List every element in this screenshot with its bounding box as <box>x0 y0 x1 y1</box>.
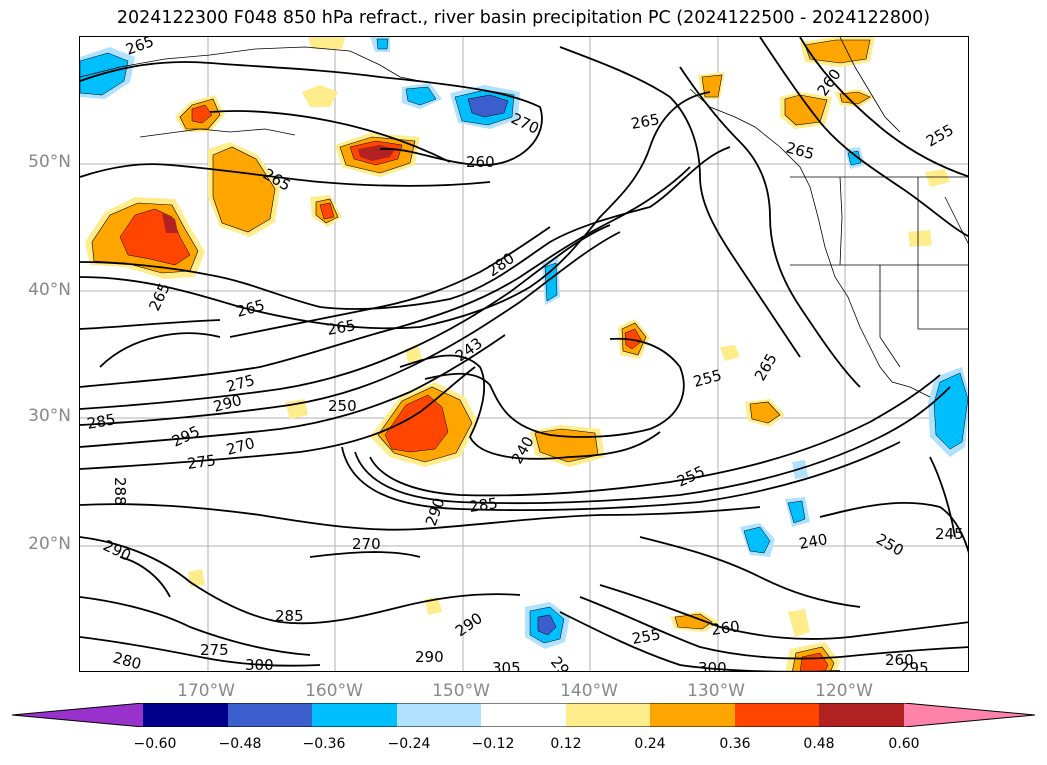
contour-label: 275 <box>186 451 217 473</box>
contour-label: 280 <box>484 249 518 280</box>
map-canvas: 265 265 260 270 265 260 255 265 265 280 … <box>80 37 968 672</box>
contour-label: 290 <box>452 609 486 640</box>
colorbar-tick: −0.36 <box>302 736 346 752</box>
colorbar <box>12 703 1035 727</box>
colorbar-tick: 0.60 <box>888 736 920 752</box>
contour-label: 280 <box>111 648 143 672</box>
contour-label: 285 <box>86 410 117 433</box>
colorbar-segment <box>650 703 735 727</box>
colorbar-tick: 0.36 <box>719 736 751 752</box>
contour-label: 270 <box>352 535 381 553</box>
contour-label: 305 <box>492 659 521 672</box>
contour-label: 243 <box>452 334 486 365</box>
contour-label: 288 <box>111 477 129 506</box>
lon-label-140w: 140°W <box>560 681 618 701</box>
contour-label: 260 <box>885 651 914 669</box>
lat-label-30n: 30°N <box>28 406 71 426</box>
colorbar-segment <box>397 703 481 727</box>
contour-label: 285 <box>468 494 499 516</box>
contour-label: 255 <box>923 121 957 151</box>
contour-label: 300 <box>698 659 727 672</box>
colorbar-tick: 0.12 <box>550 736 582 752</box>
lon-label-120w: 120°W <box>815 681 873 701</box>
refractivity-contours <box>80 37 968 671</box>
contour-label: 265 <box>751 350 781 384</box>
precip-positive-heavy <box>119 104 829 671</box>
contour-label: 295 <box>900 659 929 672</box>
colorbar-tick: −0.12 <box>471 736 515 752</box>
lat-label-40n: 40°N <box>28 280 71 300</box>
contour-label: 285 <box>275 607 304 625</box>
lon-label-130w: 130°W <box>687 681 745 701</box>
colorbar-tick: −0.60 <box>133 736 177 752</box>
contour-label: 240 <box>798 530 829 553</box>
coastlines <box>80 37 968 398</box>
colorbar-tick: 0.24 <box>634 736 666 752</box>
colorbar-extend-low <box>12 703 143 727</box>
contour-label: 260 <box>710 617 741 639</box>
contour-label: 290 <box>415 648 444 666</box>
contour-label: 275 <box>200 641 229 659</box>
lon-label-160w: 160°W <box>305 681 363 701</box>
contour-label: 270 <box>508 109 542 137</box>
lon-label-150w: 150°W <box>432 681 490 701</box>
precip-positive-halo <box>85 37 950 671</box>
contour-label: 255 <box>631 625 662 648</box>
map-panel: 265 265 260 270 265 260 255 265 265 280 … <box>79 36 969 672</box>
contour-label: 295 <box>547 653 579 672</box>
lat-label-20n: 20°N <box>28 534 71 554</box>
lat-label-50n: 50°N <box>28 152 71 172</box>
colorbar-tick: −0.24 <box>387 736 431 752</box>
map-title: 2024122300 F048 850 hPa refract., river … <box>116 8 931 28</box>
contour-label: 245 <box>935 525 964 543</box>
contour-label: 265 <box>326 316 357 339</box>
contour-label: 270 <box>224 434 256 459</box>
colorbar-tick: 0.48 <box>803 736 835 752</box>
precip-negative-heavy <box>467 94 557 636</box>
colorbar-segment <box>143 703 228 727</box>
colorbar-segment <box>819 703 904 727</box>
contour-label: 300 <box>245 656 274 672</box>
colorbar-segment <box>566 703 650 727</box>
colorbar-tick: −0.48 <box>218 736 262 752</box>
contour-label: 265 <box>234 296 266 321</box>
contour-label: 255 <box>691 366 723 391</box>
contour-label: 265 <box>145 280 173 314</box>
contour-label: 265 <box>630 110 661 133</box>
contour-label: 255 <box>674 462 708 490</box>
contour-label: 250 <box>873 530 907 560</box>
colorbar-segment <box>312 703 397 727</box>
colorbar-segment <box>228 703 312 727</box>
contour-label: 265 <box>123 37 156 59</box>
colorbar-segment <box>735 703 819 727</box>
contour-label: 250 <box>328 397 357 415</box>
colorbar-segment <box>481 703 566 727</box>
contour-label: 265 <box>784 138 816 163</box>
colorbar-extend-high <box>904 703 1035 727</box>
contour-label: 290 <box>422 495 449 528</box>
contour-label: 295 <box>169 422 203 450</box>
lon-label-170w: 170°W <box>177 681 235 701</box>
precip-positive-moderate <box>91 39 871 671</box>
contour-label: 260 <box>466 153 495 171</box>
